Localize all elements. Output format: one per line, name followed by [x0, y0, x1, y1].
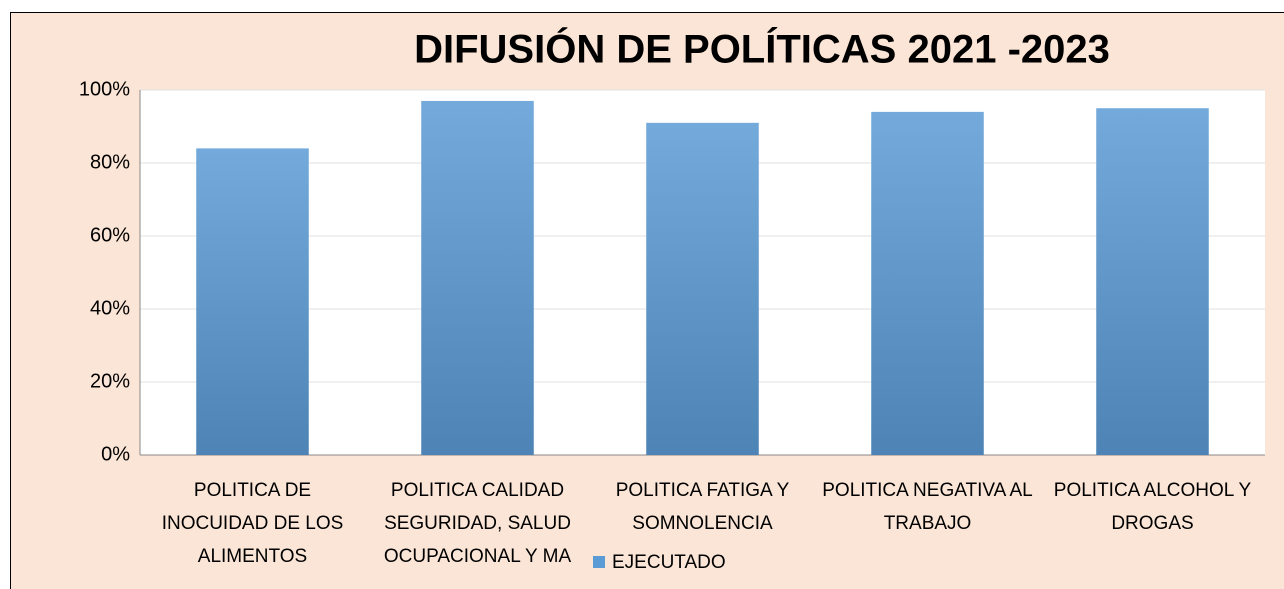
bar [646, 122, 759, 455]
x-tick-label: POLITICA ALCOHOL Y DROGAS [1053, 480, 1252, 534]
y-tick-label: 0% [101, 443, 130, 465]
y-tick-label: 100% [79, 78, 130, 100]
y-tick-label: 60% [90, 224, 130, 246]
legend-label: EJECUTADO [612, 552, 726, 573]
x-tick-label: POLITICA NEGATIVA AL TRABAJO [822, 480, 1033, 534]
chart-title: DIFUSIÓN DE POLÍTICAS 2021 -2023 [414, 26, 1110, 72]
x-tick-label: POLITICA DE INOCUIDAD DE LOS ALIMENTOS [161, 480, 344, 567]
y-tick-label: 20% [90, 370, 130, 392]
bar [1096, 108, 1209, 455]
bar [196, 148, 309, 455]
bar [421, 100, 534, 455]
legend-swatch [593, 556, 605, 568]
y-tick-label: 40% [90, 297, 130, 319]
x-tick-label: POLITICA CALIDAD SEGURIDAD, SALUD OCUPAC… [383, 480, 572, 567]
x-tick-label: POLITICA FATIGA Y SOMNOLENCIA [615, 480, 790, 534]
y-tick-label: 80% [90, 151, 130, 173]
bar [871, 111, 984, 456]
